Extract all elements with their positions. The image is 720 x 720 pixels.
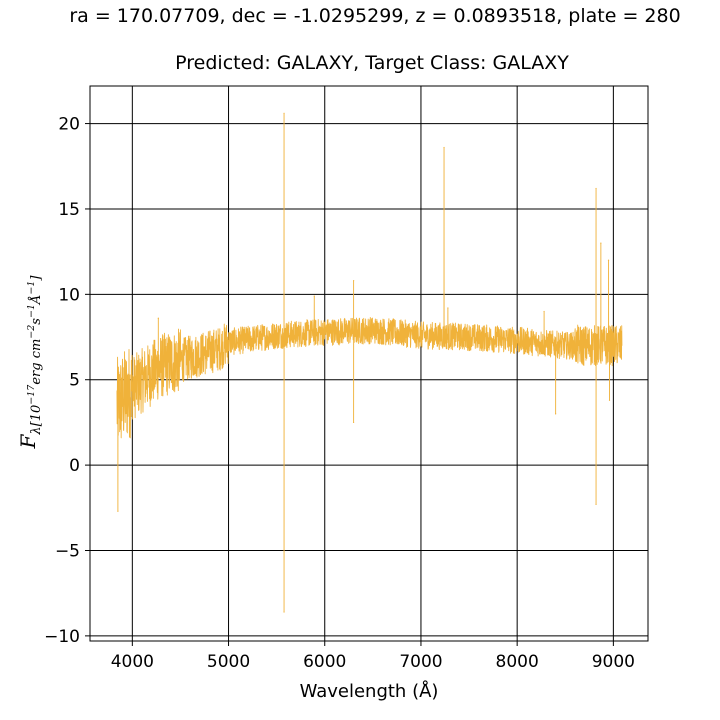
y-label-mid3: Å (28, 295, 44, 306)
grid (90, 86, 648, 641)
y-tick-label: 15 (58, 200, 80, 220)
plot-area (116, 112, 623, 613)
y-label-end: ] (29, 275, 44, 282)
y-tick-label: 20 (58, 115, 80, 135)
y-tick-label: −5 (55, 541, 80, 561)
spectral-feature-point (283, 112, 285, 114)
spectral-feature-point (595, 187, 597, 190)
spectral-feature-point (157, 317, 159, 319)
spectral-feature-point (595, 503, 597, 505)
y-label-base: F (16, 433, 40, 449)
x-tick-label: 8000 (496, 652, 539, 672)
spectral-feature-point (447, 307, 449, 309)
x-tick-label: 6000 (303, 652, 346, 672)
y-label-exp4: −1 (26, 281, 37, 295)
spectral-feature-point (555, 413, 557, 415)
spectral-feature-point (353, 280, 355, 282)
chart-subtitle: Predicted: GALAXY, Target Class: GALAXY (175, 52, 569, 74)
plot-frame (89, 85, 649, 642)
spectral-feature-point (313, 295, 315, 297)
x-tick-label: 4000 (111, 652, 154, 672)
y-tick-label: −10 (44, 627, 80, 647)
chart-title: ra = 170.07709, dec = -1.0295299, z = 0.… (69, 5, 680, 27)
spectrum-line (116, 112, 623, 613)
spectral-feature-point (608, 399, 611, 401)
y-tick-label: 5 (69, 371, 80, 391)
y-label-subscript: λ[10 (29, 405, 44, 436)
spectral-feature-point (283, 611, 285, 613)
spectral-feature-point (607, 259, 610, 261)
x-tick-label: 5000 (207, 652, 250, 672)
y-tick-label: 10 (58, 285, 80, 305)
y-tick-label: 0 (69, 456, 80, 476)
y-label-exp1: −17 (26, 384, 37, 405)
x-tick-label: 7000 (399, 652, 442, 672)
y-label-mid2: s (29, 318, 44, 325)
spectral-feature-point (353, 421, 355, 424)
y-label-exp3: −1 (26, 304, 37, 318)
x-axis-label: Wavelength (Å) (300, 680, 439, 702)
x-tick-label: 9000 (592, 652, 635, 672)
spectral-feature-point (600, 242, 602, 244)
y-label-mid1: erg cm (29, 339, 44, 385)
spectral-feature-point (117, 510, 119, 512)
y-label-exp2: −2 (26, 325, 37, 339)
y-axis-label: Fλ[10−17erg cm−2s−1Å−1] (16, 275, 44, 450)
spectral-feature-point (443, 146, 445, 149)
tick-labels: 4000 5000 6000 7000 8000 9000 20 15 10 5 0 −5 −10 (44, 115, 635, 672)
spectral-feature-point (543, 310, 545, 313)
